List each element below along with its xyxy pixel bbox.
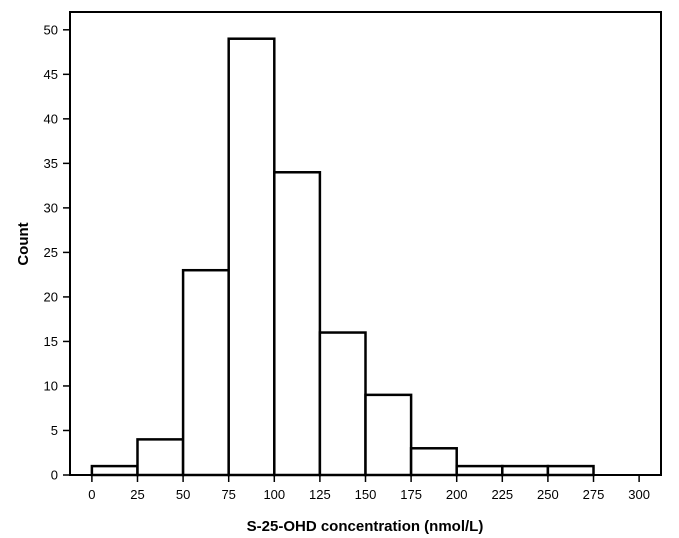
- histogram-bar-225-250: [501, 464, 550, 477]
- histogram-bar-100-125: [273, 171, 322, 477]
- histogram-bar-25-50: [136, 438, 185, 477]
- y-tick-label: 35: [44, 156, 58, 171]
- bars-group: [90, 37, 595, 477]
- x-axis-title: S-25-OHD concentration (nmol/L): [247, 518, 484, 535]
- histogram-bar-200-225: [455, 464, 504, 477]
- x-tick-label: 200: [446, 487, 468, 502]
- x-tick-label: 175: [400, 487, 422, 502]
- y-axis-ticks: 0 5 10 15 20 25 30 35 40 45 50: [44, 22, 70, 483]
- histogram-bar-175-200: [409, 447, 458, 477]
- x-tick-label: 0: [88, 487, 95, 502]
- x-tick-label: 250: [537, 487, 559, 502]
- y-tick-label: 40: [44, 111, 58, 126]
- y-axis-title: Count: [15, 222, 32, 265]
- y-tick-label: 5: [51, 423, 58, 438]
- x-tick-label: 25: [130, 487, 144, 502]
- y-tick-label: 50: [44, 22, 58, 37]
- x-tick-label: 100: [263, 487, 285, 502]
- histogram-bar-75-100: [227, 37, 276, 477]
- x-tick-label: 150: [355, 487, 377, 502]
- x-axis-ticks: 0 25 50 75 100 125 150 175 200 225 250 275 300: [88, 475, 650, 502]
- histogram-bar-250-275: [546, 464, 595, 477]
- y-tick-label: 25: [44, 245, 58, 260]
- histogram-bar-0-25: [90, 464, 139, 477]
- x-tick-label: 50: [176, 487, 190, 502]
- x-tick-label: 300: [628, 487, 650, 502]
- x-tick-label: 75: [221, 487, 235, 502]
- y-tick-label: 30: [44, 200, 58, 215]
- x-tick-label: 275: [583, 487, 605, 502]
- y-tick-label: 20: [44, 289, 58, 304]
- y-tick-label: 0: [51, 468, 58, 483]
- histogram-bar-125-150: [318, 331, 367, 477]
- y-tick-label: 15: [44, 334, 58, 349]
- histogram-bar-50-75: [181, 268, 230, 477]
- x-tick-label: 225: [491, 487, 513, 502]
- y-tick-label: 45: [44, 67, 58, 82]
- x-tick-label: 125: [309, 487, 331, 502]
- histogram-bar-150-175: [364, 393, 413, 477]
- y-tick-label: 10: [44, 378, 58, 393]
